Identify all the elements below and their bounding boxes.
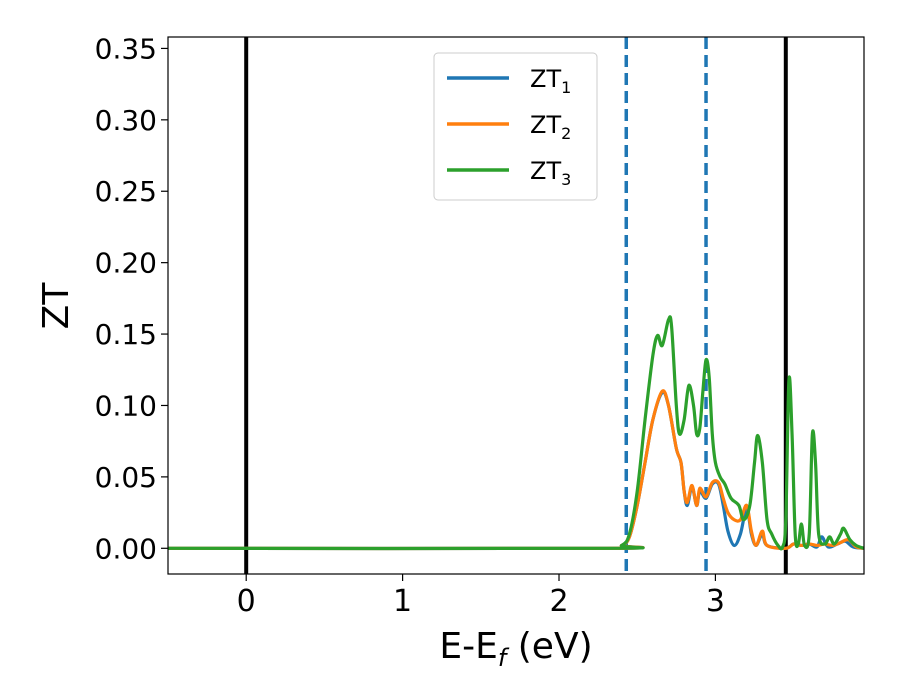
legend-label-zt1: ZT1 bbox=[530, 65, 571, 97]
legend-label-zt2: ZT2 bbox=[530, 111, 571, 143]
legend-box bbox=[433, 52, 598, 201]
y-tick-label: 0.00 bbox=[95, 532, 157, 565]
series-line-zt3 bbox=[168, 315, 864, 551]
x-tick-label: 2 bbox=[549, 584, 568, 619]
y-tick-label: 0.25 bbox=[95, 175, 157, 208]
x-tick-label: 1 bbox=[393, 584, 412, 619]
x-tick-label: 0 bbox=[237, 584, 256, 619]
x-axis: 0 1 2 3 bbox=[237, 574, 725, 619]
x-axis-title-main: E-E bbox=[439, 626, 497, 667]
y-tick-label: 0.05 bbox=[95, 461, 157, 494]
x-axis-title-tail: (eV) bbox=[506, 626, 592, 667]
legend-label-zt3: ZT3 bbox=[530, 157, 571, 189]
y-tick-label: 0.10 bbox=[95, 389, 157, 422]
y-axis: 0.00 0.05 0.10 0.15 0.20 0.25 0.30 0.35 bbox=[95, 32, 168, 565]
y-axis-title: ZT bbox=[36, 282, 77, 330]
x-tick-label: 3 bbox=[706, 584, 725, 619]
y-tick-label: 0.20 bbox=[95, 247, 157, 280]
x-axis-title: E-Ef (eV) bbox=[439, 626, 592, 672]
y-tick-label: 0.35 bbox=[95, 32, 157, 65]
series-line-zt2 bbox=[168, 389, 864, 551]
legend: ZT1 ZT2 ZT3 bbox=[433, 52, 598, 201]
y-tick-label: 0.30 bbox=[95, 104, 157, 137]
series-layer bbox=[168, 315, 864, 551]
series-line-zt1 bbox=[168, 390, 864, 551]
y-tick-label: 0.15 bbox=[95, 318, 157, 351]
plot-frame bbox=[167, 36, 865, 575]
